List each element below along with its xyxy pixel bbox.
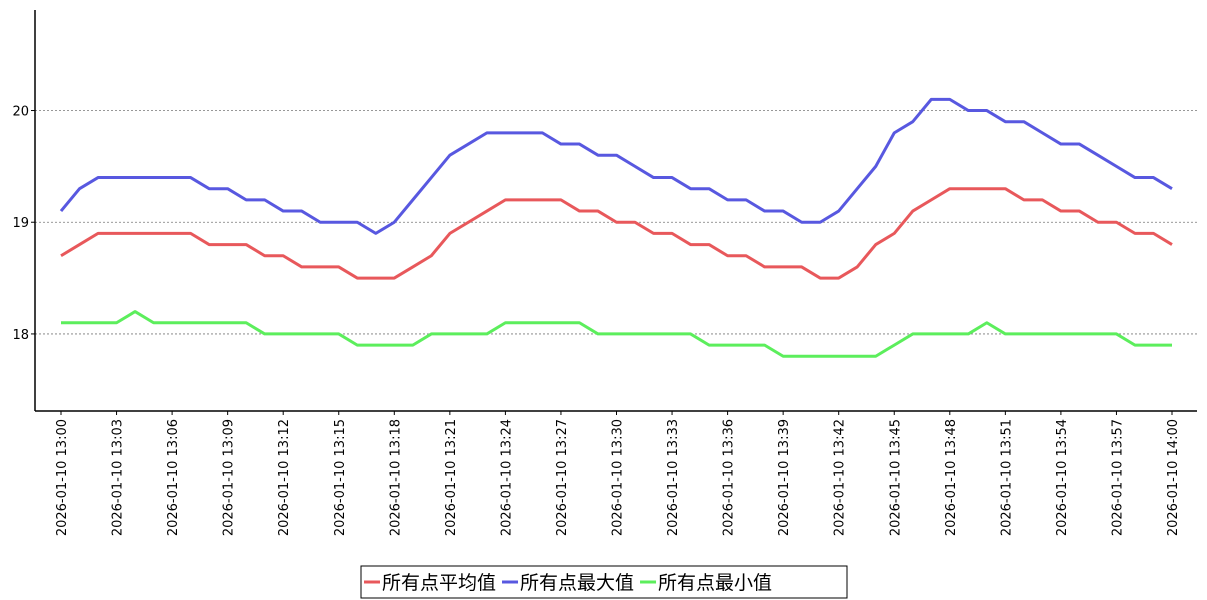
- x-tick-label: 2026-01-10 13:33: [666, 419, 681, 536]
- series-line: [60, 187, 1173, 280]
- x-tick-label: 2026-01-10 13:36: [722, 419, 737, 536]
- x-tick-label: 2026-01-10 13:54: [1055, 419, 1070, 536]
- x-tick-label: 2026-01-10 13:39: [777, 419, 792, 536]
- x-tick-label: 2026-01-10 13:51: [999, 419, 1014, 536]
- x-tick-label: 2026-01-10 13:45: [888, 419, 903, 536]
- legend-label: 所有点最大值: [520, 572, 634, 594]
- x-tick-label: 2026-01-10 13:42: [833, 419, 848, 536]
- x-tick-label: 2026-01-10 13:48: [944, 419, 959, 536]
- series-line: [61, 310, 1172, 358]
- legend: 所有点平均值 所有点最大值 所有点最小值: [360, 565, 848, 599]
- legend-label: 所有点最小值: [658, 572, 772, 594]
- x-tick-label: 2026-01-10 13:12: [277, 419, 292, 536]
- x-tick-label: 2026-01-10 13:27: [555, 419, 570, 536]
- y-tick-label: 18: [12, 328, 29, 343]
- x-tick-label: 2026-01-10 13:21: [444, 419, 459, 536]
- y-tick-label: 19: [12, 216, 29, 231]
- x-tick-label: 2026-01-10 13:18: [388, 419, 403, 536]
- x-tick-label: 2026-01-10 13:15: [333, 419, 348, 536]
- x-tick-label: 2026-01-10 13:24: [499, 419, 514, 536]
- x-tick-label: 2026-01-10 13:03: [111, 419, 126, 536]
- x-tick-label: 2026-01-10 13:09: [222, 419, 237, 536]
- series-line: [59, 97, 1173, 235]
- x-tick-label: 2026-01-10 13:00: [55, 419, 70, 536]
- x-tick-label: 2026-01-10 13:30: [611, 419, 626, 536]
- legend-box: [360, 565, 848, 599]
- legend-label: 所有点平均值: [382, 572, 496, 594]
- x-tick-label: 2026-01-10 13:57: [1110, 419, 1125, 536]
- y-tick-label: 20: [12, 105, 29, 120]
- x-tick-label: 2026-01-10 13:06: [166, 419, 181, 536]
- x-tick-label: 2026-01-10 14:00: [1166, 419, 1181, 536]
